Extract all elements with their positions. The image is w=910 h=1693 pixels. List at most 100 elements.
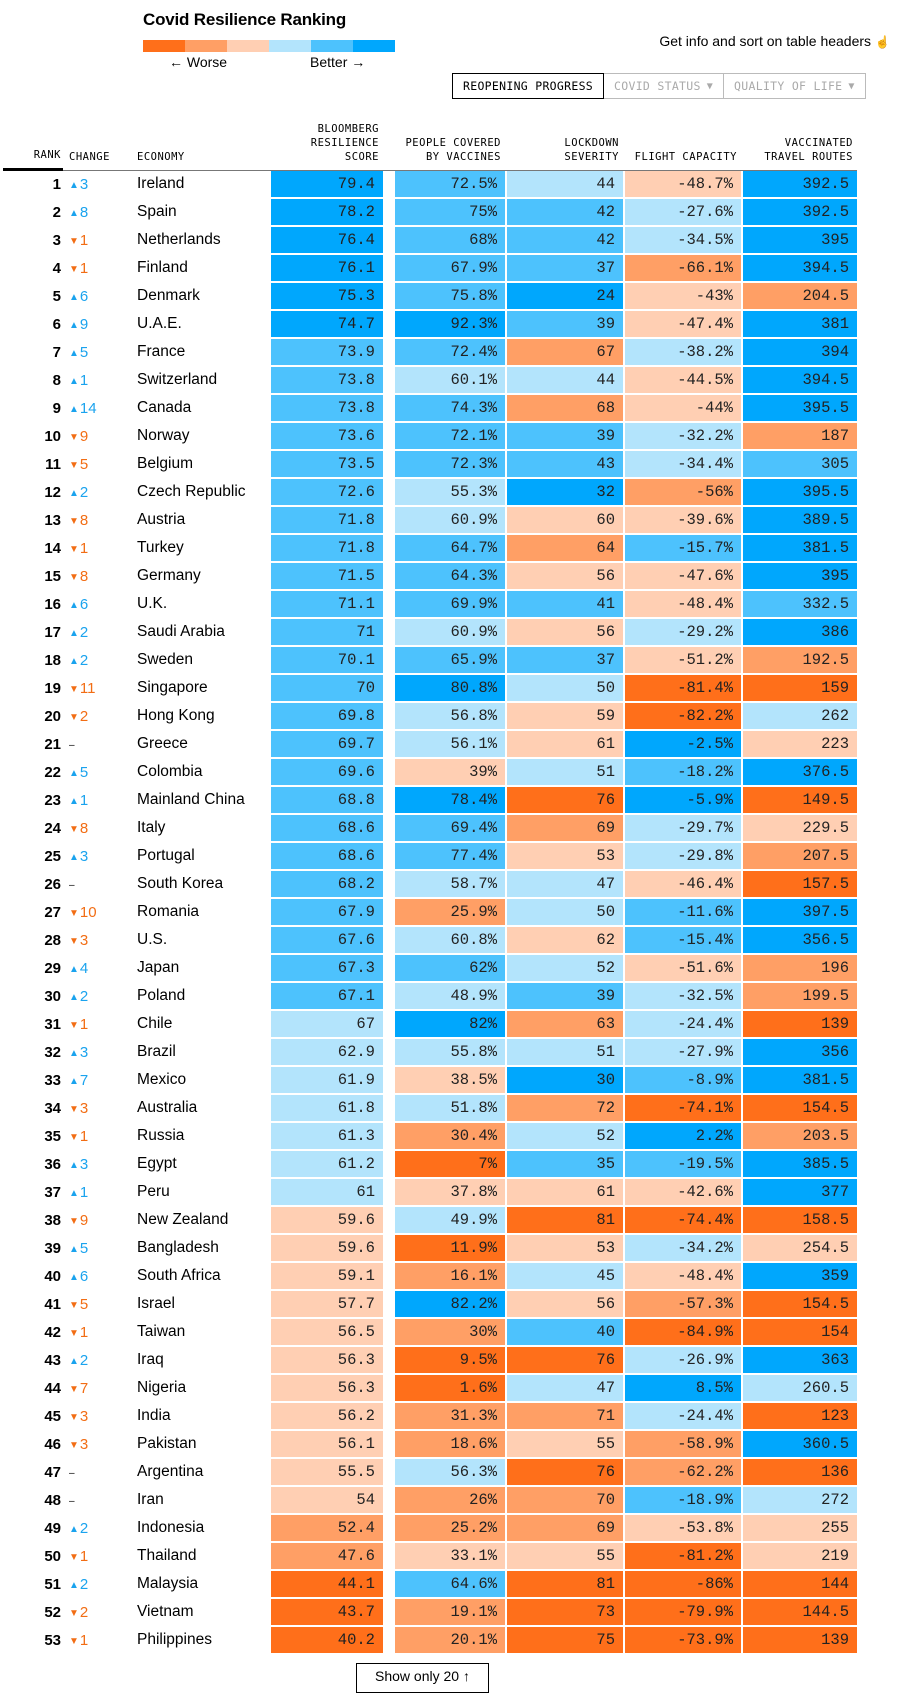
table-row[interactable]: 36 ▲3 Egypt 61.2 7% 35 -19.5% 385.5	[3, 1151, 857, 1179]
resilience-score-cell: 54	[271, 1487, 383, 1515]
lockdown-severity-cell: 42	[505, 199, 623, 227]
change-cell: ▼9	[63, 1207, 133, 1235]
table-row[interactable]: 49 ▲2 Indonesia 52.4 25.2% 69 -53.8% 255	[3, 1515, 857, 1543]
up-arrow-icon: ▲	[69, 1355, 79, 1367]
lockdown-severity-cell: 42	[505, 227, 623, 255]
table-row[interactable]: 22 ▲5 Colombia 69.6 39% 51 -18.2% 376.5	[3, 759, 857, 787]
table-row[interactable]: 19 ▼11 Singapore 70 80.8% 50 -81.4% 159	[3, 675, 857, 703]
table-row[interactable]: 38 ▼9 New Zealand 59.6 49.9% 81 -74.4% 158.5	[3, 1207, 857, 1235]
table-row[interactable]: 52 ▼2 Vietnam 43.7 19.1% 73 -79.9% 144.5	[3, 1599, 857, 1627]
change-cell: ▲3	[63, 1039, 133, 1067]
table-row[interactable]: 14 ▼1 Turkey 71.8 64.7% 64 -15.7% 381.5	[3, 535, 857, 563]
table-row[interactable]: 42 ▼1 Taiwan 56.5 30% 40 -84.9% 154	[3, 1319, 857, 1347]
economy-name: Israel	[133, 1291, 271, 1319]
change-cell: –	[63, 871, 133, 899]
up-arrow-icon: ▲	[69, 319, 79, 331]
table-row[interactable]: 47– Argentina 55.5 56.3% 76 -62.2% 136	[3, 1459, 857, 1487]
tab-reopening-progress[interactable]: REOPENING PROGRESS	[452, 73, 605, 99]
table-row[interactable]: 27 ▼10 Romania 67.9 25.9% 50 -11.6% 397.5	[3, 899, 857, 927]
table-row[interactable]: 23 ▲1 Mainland China 68.8 78.4% 76 -5.9% 149.5	[3, 787, 857, 815]
tab-quality-of-life[interactable]: QUALITY OF LIFE ▼	[724, 73, 866, 99]
table-row[interactable]: 26– South Korea 68.2 58.7% 47 -46.4% 157.5	[3, 871, 857, 899]
table-row[interactable]: 8 ▲1 Switzerland 73.8 60.1% 44 -44.5% 394.5	[3, 367, 857, 395]
rank-cell: 20	[3, 703, 63, 731]
table-row[interactable]: 24 ▼8 Italy 68.6 69.4% 69 -29.7% 229.5	[3, 815, 857, 843]
economy-name: Peru	[133, 1179, 271, 1207]
economy-name: Japan	[133, 955, 271, 983]
table-row[interactable]: 4 ▼1 Finland 76.1 67.9% 37 -66.1% 394.5	[3, 255, 857, 283]
table-row[interactable]: 45 ▼3 India 56.2 31.3% 71 -24.4% 123	[3, 1403, 857, 1431]
change-cell: ▼8	[63, 563, 133, 591]
table-row[interactable]: 30 ▲2 Poland 67.1 48.9% 39 -32.5% 199.5	[3, 983, 857, 1011]
header-change[interactable]: CHANGE	[63, 122, 133, 171]
resilience-score-cell: 67.9	[271, 899, 383, 927]
table-row[interactable]: 41 ▼5 Israel 57.7 82.2% 56 -57.3% 154.5	[3, 1291, 857, 1319]
table-row[interactable]: 48– Iran 54 26% 70 -18.9% 272	[3, 1487, 857, 1515]
table-row[interactable]: 40 ▲6 South Africa 59.1 16.1% 45 -48.4% 359	[3, 1263, 857, 1291]
table-row[interactable]: 31 ▼1 Chile 67 82% 63 -24.4% 139	[3, 1011, 857, 1039]
table-row[interactable]: 53 ▼1 Philippines 40.2 20.1% 75 -73.9% 139	[3, 1627, 857, 1655]
column-gap	[383, 703, 395, 731]
lockdown-severity-cell: 67	[505, 339, 623, 367]
lockdown-severity-cell: 44	[505, 367, 623, 395]
table-row[interactable]: 2 ▲8 Spain 78.2 75% 42 -27.6% 392.5	[3, 199, 857, 227]
change-value: 8	[79, 203, 89, 221]
rank-cell: 21	[3, 731, 63, 759]
resilience-score-cell: 73.8	[271, 367, 383, 395]
table-row[interactable]: 39 ▲5 Bangladesh 59.6 11.9% 53 -34.2% 254.5	[3, 1235, 857, 1263]
table-row[interactable]: 20 ▼2 Hong Kong 69.8 56.8% 59 -82.2% 262	[3, 703, 857, 731]
table-row[interactable]: 1 ▲3 Ireland 79.4 72.5% 44 -48.7% 392.5	[3, 171, 857, 199]
header-vaccinated-travel-routes[interactable]: VACCINATED TRAVEL ROUTES	[741, 122, 857, 171]
show-only-20-button[interactable]: Show only 20 ↑	[356, 1663, 489, 1693]
vaccine-coverage-cell: 72.5%	[395, 171, 505, 199]
header-resilience-score[interactable]: BLOOMBERG RESILIENCE SCORE	[271, 122, 383, 171]
table-row[interactable]: 13 ▼8 Austria 71.8 60.9% 60 -39.6% 389.5	[3, 507, 857, 535]
table-row[interactable]: 37 ▲1 Peru 61 37.8% 61 -42.6% 377	[3, 1179, 857, 1207]
table-row[interactable]: 32 ▲3 Brazil 62.9 55.8% 51 -27.9% 356	[3, 1039, 857, 1067]
header-people-covered-by-vaccines[interactable]: PEOPLE COVERED BY VACCINES	[395, 122, 505, 171]
dropdown-caret-icon: ▼	[848, 80, 855, 92]
economy-name: Chile	[133, 1011, 271, 1039]
table-row[interactable]: 12 ▲2 Czech Republic 72.6 55.3% 32 -56% 395.5	[3, 479, 857, 507]
table-row[interactable]: 11 ▼5 Belgium 73.5 72.3% 43 -34.4% 305	[3, 451, 857, 479]
table-row[interactable]: 50 ▼1 Thailand 47.6 33.1% 55 -81.2% 219	[3, 1543, 857, 1571]
table-row[interactable]: 29 ▲4 Japan 67.3 62% 52 -51.6% 196	[3, 955, 857, 983]
table-row[interactable]: 17 ▲2 Saudi Arabia 71 60.9% 56 -29.2% 386	[3, 619, 857, 647]
down-arrow-icon: ▼	[69, 235, 79, 247]
table-row[interactable]: 16 ▲6 U.K. 71.1 69.9% 41 -48.4% 332.5	[3, 591, 857, 619]
column-gap	[383, 675, 395, 703]
change-cell: ▼3	[63, 927, 133, 955]
table-row[interactable]: 6 ▲9 U.A.E. 74.7 92.3% 39 -47.4% 381	[3, 311, 857, 339]
column-gap	[383, 1123, 395, 1151]
table-row[interactable]: 34 ▼3 Australia 61.8 51.8% 72 -74.1% 154.5	[3, 1095, 857, 1123]
header-flight-capacity[interactable]: FLIGHT CAPACITY	[623, 122, 741, 171]
header-rank[interactable]: RANK	[3, 122, 63, 171]
vaccine-coverage-cell: 1.6%	[395, 1375, 505, 1403]
tab-covid-status[interactable]: COVID STATUS ▼	[604, 73, 725, 99]
table-row[interactable]: 7 ▲5 France 73.9 72.4% 67 -38.2% 394	[3, 339, 857, 367]
table-row[interactable]: 51 ▲2 Malaysia 44.1 64.6% 81 -86% 144	[3, 1571, 857, 1599]
change-cell: ▲5	[63, 1235, 133, 1263]
table-row[interactable]: 43 ▲2 Iraq 56.3 9.5% 76 -26.9% 363	[3, 1347, 857, 1375]
economy-name: Spain	[133, 199, 271, 227]
vaccine-coverage-cell: 49.9%	[395, 1207, 505, 1235]
table-row[interactable]: 10 ▼9 Norway 73.6 72.1% 39 -32.2% 187	[3, 423, 857, 451]
table-row[interactable]: 35 ▼1 Russia 61.3 30.4% 52 2.2% 203.5	[3, 1123, 857, 1151]
table-row[interactable]: 33 ▲7 Mexico 61.9 38.5% 30 -8.9% 381.5	[3, 1067, 857, 1095]
header-lockdown-severity[interactable]: LOCKDOWN SEVERITY	[505, 122, 623, 171]
table-row[interactable]: 25 ▲3 Portugal 68.6 77.4% 53 -29.8% 207.5	[3, 843, 857, 871]
travel-routes-cell: 272	[741, 1487, 857, 1515]
up-arrow-icon: ▲	[69, 1075, 79, 1087]
column-gap	[383, 1515, 395, 1543]
table-row[interactable]: 15 ▼8 Germany 71.5 64.3% 56 -47.6% 395	[3, 563, 857, 591]
table-row[interactable]: 44 ▼7 Nigeria 56.3 1.6% 47 8.5% 260.5	[3, 1375, 857, 1403]
table-row[interactable]: 9 ▲14 Canada 73.8 74.3% 68 -44% 395.5	[3, 395, 857, 423]
lockdown-severity-cell: 71	[505, 1403, 623, 1431]
table-row[interactable]: 46 ▼3 Pakistan 56.1 18.6% 55 -58.9% 360.5	[3, 1431, 857, 1459]
table-row[interactable]: 3 ▼1 Netherlands 76.4 68% 42 -34.5% 395	[3, 227, 857, 255]
table-row[interactable]: 5 ▲6 Denmark 75.3 75.8% 24 -43% 204.5	[3, 283, 857, 311]
table-row[interactable]: 28 ▼3 U.S. 67.6 60.8% 62 -15.4% 356.5	[3, 927, 857, 955]
header-economy[interactable]: ECONOMY	[133, 122, 271, 171]
table-row[interactable]: 21– Greece 69.7 56.1% 61 -2.5% 223	[3, 731, 857, 759]
table-row[interactable]: 18 ▲2 Sweden 70.1 65.9% 37 -51.2% 192.5	[3, 647, 857, 675]
